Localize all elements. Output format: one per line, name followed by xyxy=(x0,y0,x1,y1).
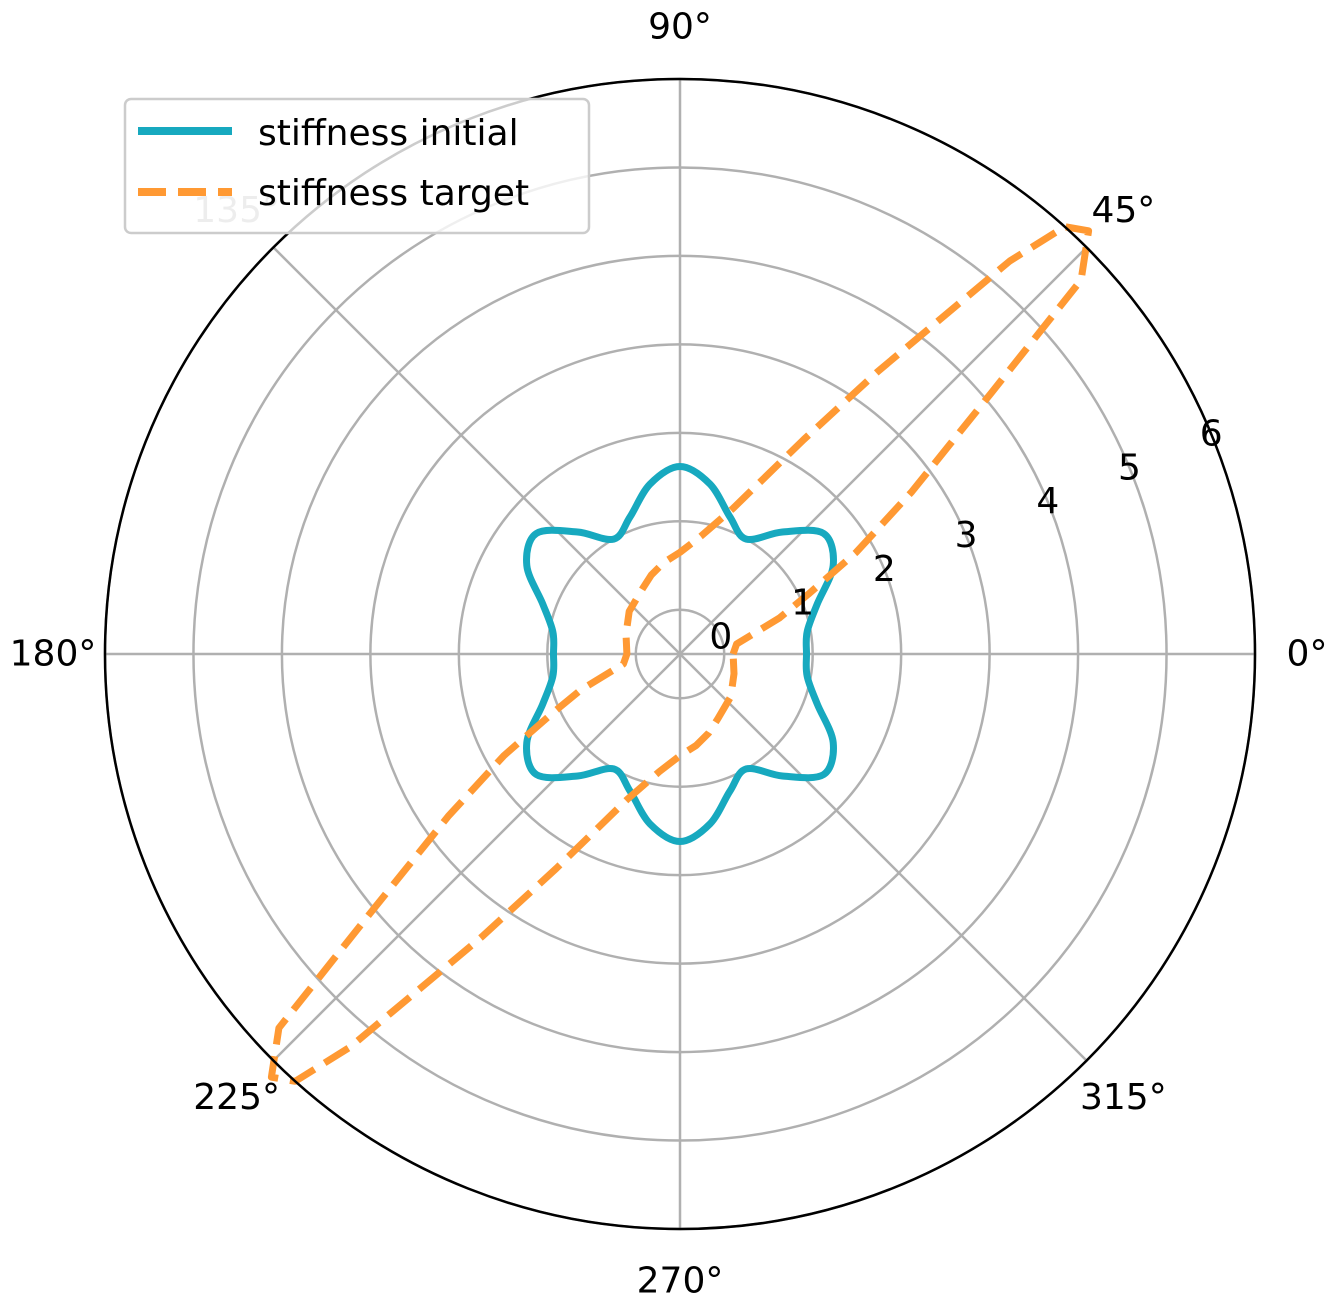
polar-frame xyxy=(103,77,1257,1231)
series-layer xyxy=(267,223,1093,1085)
legend-label-initial: stiffness initial xyxy=(258,113,519,154)
radial-tick-label-2: 2 xyxy=(873,549,896,590)
angular-tick-label-315: 315° xyxy=(1080,1077,1167,1118)
angular-gridline-225 xyxy=(272,653,681,1062)
radial-tick-label-3: 3 xyxy=(955,515,978,556)
legend-box xyxy=(123,97,591,235)
angular-gridline-45 xyxy=(679,246,1088,655)
radial-tick-label-4: 4 xyxy=(1036,481,1059,522)
angular-gridline-135 xyxy=(272,246,681,655)
angular-tick-label-270: 270° xyxy=(637,1261,724,1301)
angular-gridline-315 xyxy=(679,653,1088,1062)
radial-tick-label-0: 0 xyxy=(709,617,732,658)
angular-tick-label-0: 0° xyxy=(1287,634,1328,675)
series-line-stiffness-target xyxy=(267,223,1093,1085)
polar-grid xyxy=(103,77,1257,1231)
angular-tick-label-225: 225° xyxy=(193,1077,280,1118)
radial-tick-label-5: 5 xyxy=(1118,447,1141,488)
legend: stiffness initial stiffness target xyxy=(123,97,591,235)
radial-tick-label-6: 6 xyxy=(1200,413,1223,454)
legend-label-target: stiffness target xyxy=(258,173,529,214)
angular-tick-label-45: 45° xyxy=(1091,190,1155,231)
radial-tick-label-1: 1 xyxy=(791,583,814,624)
angular-tick-label-180: 180° xyxy=(10,634,97,675)
series-line-stiffness-initial xyxy=(523,463,837,845)
angular-tick-label-90: 90° xyxy=(648,7,712,48)
